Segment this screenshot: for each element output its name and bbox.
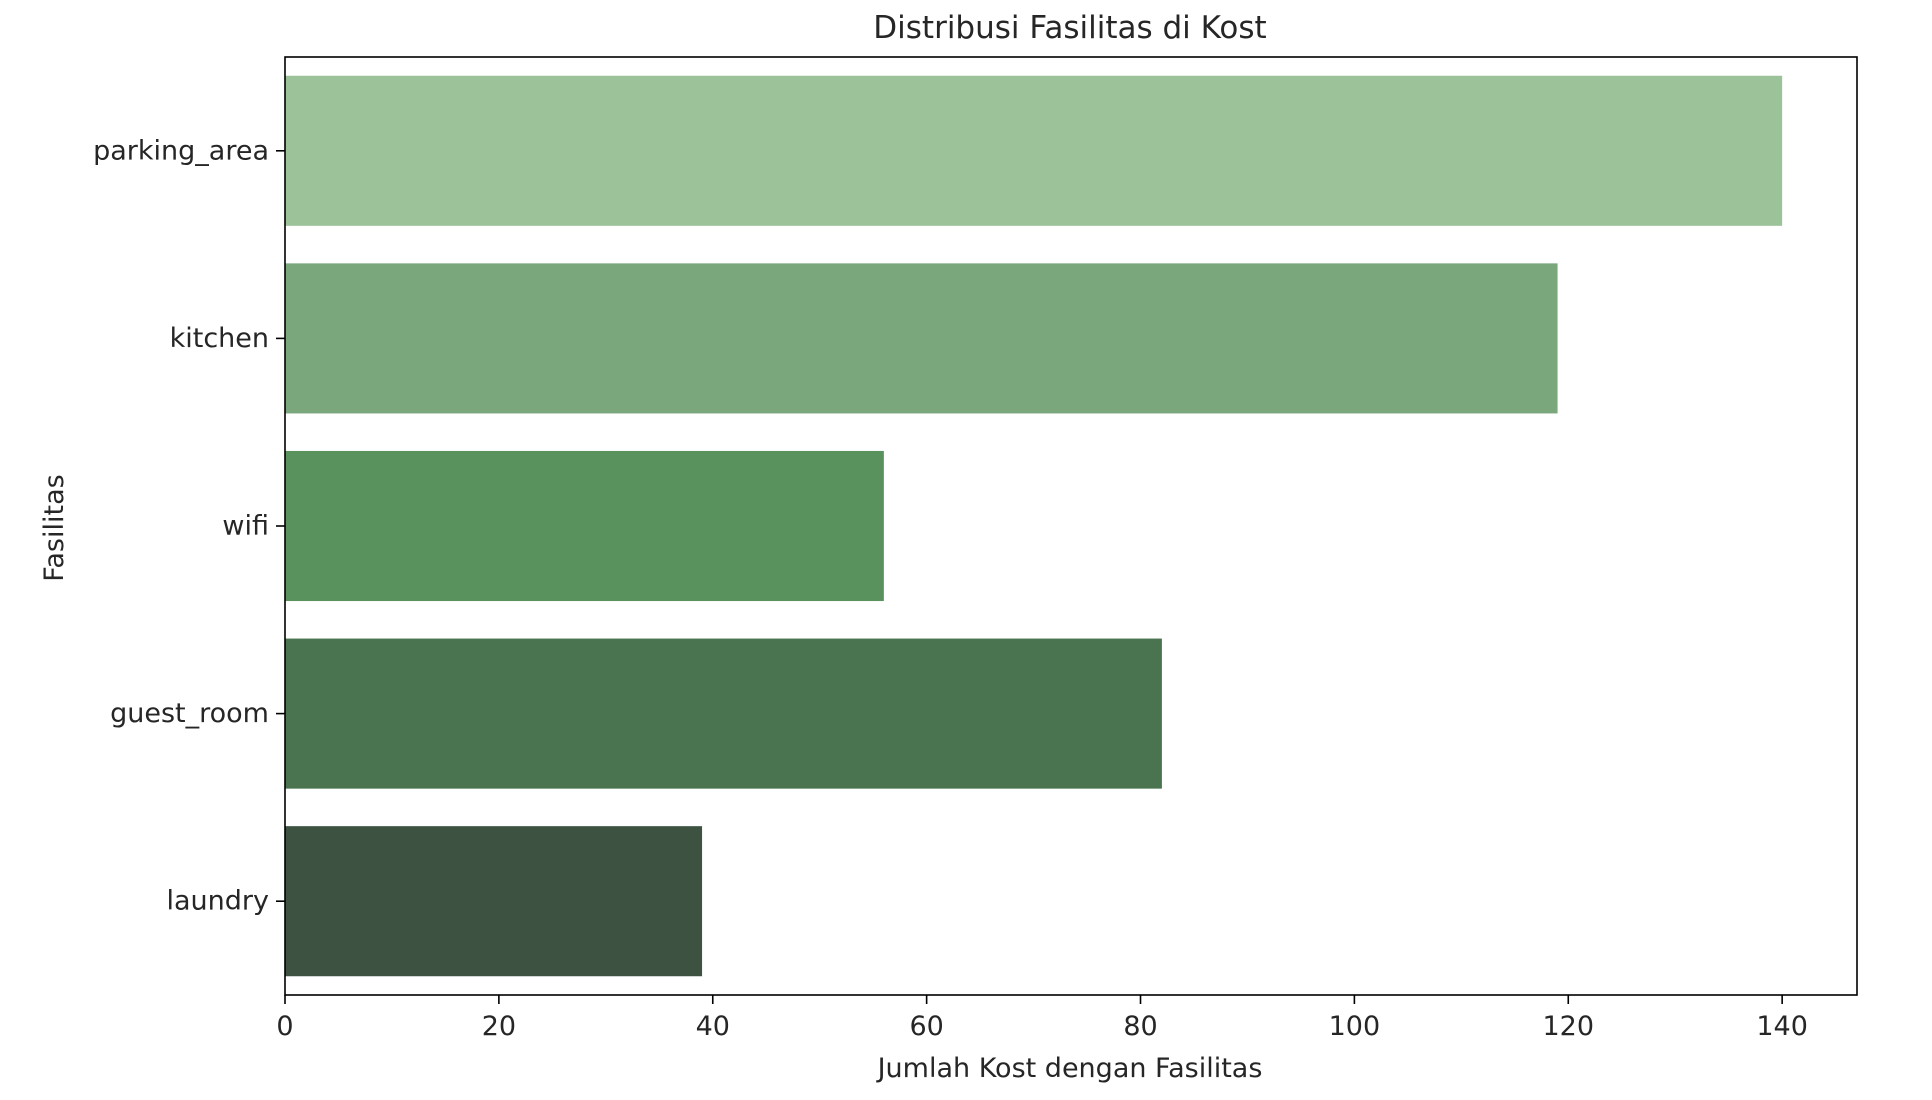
bar-kitchen (285, 263, 1558, 414)
x-axis: 0 20 40 60 80 100 120 140 (276, 995, 1808, 1042)
x-tick-label: 80 (1123, 1011, 1157, 1042)
y-axis-label: Fasilitas (39, 474, 70, 581)
x-tick-label: 100 (1329, 1011, 1381, 1042)
bars-layer (285, 75, 1783, 977)
x-tick-label: 140 (1756, 1011, 1808, 1042)
chart-title: Distribusi Fasilitas di Kost (873, 10, 1266, 46)
y-tick-label: guest_room (110, 698, 269, 729)
bar-laundry (285, 826, 703, 977)
y-tick-label: kitchen (170, 323, 269, 354)
y-tick-label: laundry (167, 886, 270, 917)
bar-wifi (285, 450, 884, 602)
x-tick-label: 120 (1542, 1011, 1594, 1042)
bar-guest-room (285, 638, 1162, 789)
x-tick-label: 40 (696, 1011, 730, 1042)
x-tick-label: 0 (276, 1011, 293, 1042)
bar-parking-area (285, 75, 1783, 226)
x-axis-label: Jumlah Kost dengan Fasilitas (876, 1053, 1263, 1084)
y-tick-label: parking_area (93, 135, 269, 166)
y-tick-label: wifi (222, 511, 269, 542)
x-tick-label: 20 (482, 1011, 516, 1042)
x-tick-label: 60 (909, 1011, 943, 1042)
